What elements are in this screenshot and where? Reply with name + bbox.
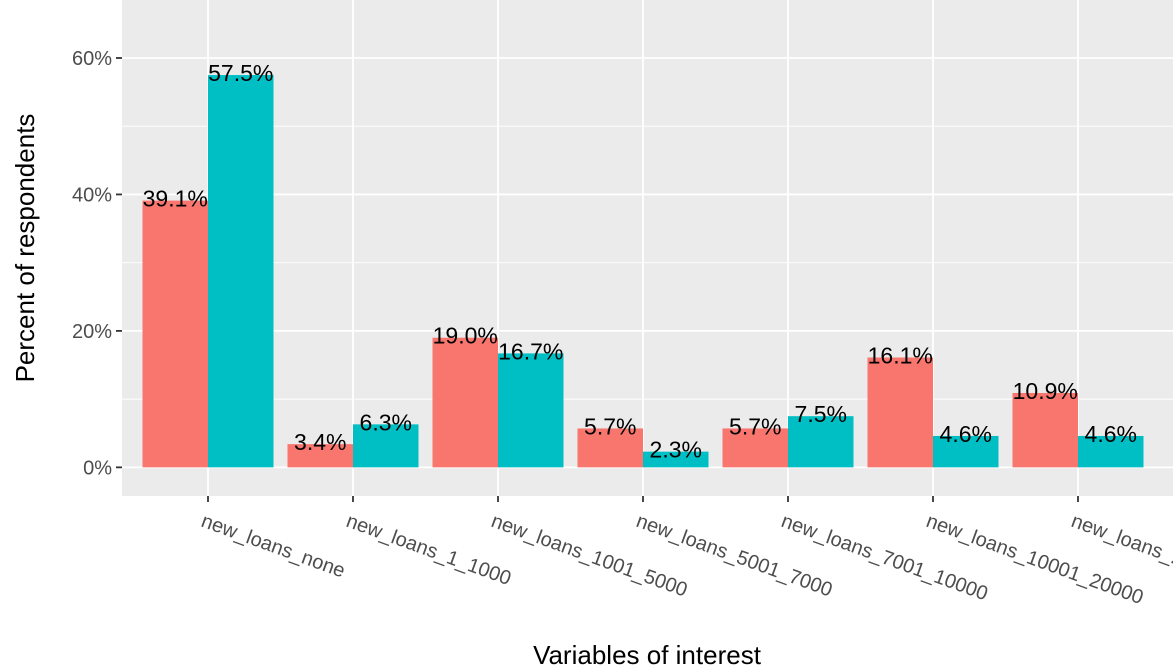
data-label: 2.3%	[650, 437, 702, 463]
bar	[1078, 435, 1144, 468]
bar	[933, 435, 999, 468]
x-axis: new_loans_nonenew_loans_1_1000new_loans_…	[198, 496, 1173, 609]
y-tick-label: 60%	[72, 48, 112, 70]
bar	[788, 416, 854, 468]
data-label: 5.7%	[729, 413, 781, 439]
data-label: 57.5%	[208, 60, 273, 86]
bars	[142, 75, 1144, 468]
data-label: 6.3%	[360, 409, 412, 435]
y-tick-label: 40%	[72, 184, 112, 206]
plot-panel	[122, 0, 1173, 496]
y-axis-title: Percent of respondents	[10, 114, 40, 383]
data-label: 16.7%	[498, 338, 563, 364]
bar	[1012, 392, 1078, 468]
data-label: 39.1%	[143, 186, 208, 212]
bar	[722, 428, 788, 468]
bar	[142, 200, 208, 468]
bar	[287, 444, 353, 468]
bar	[432, 337, 498, 468]
y-tick-label: 0%	[83, 457, 112, 479]
y-axis: 0% 20% 40% 60%	[72, 48, 122, 479]
bar	[208, 75, 274, 468]
data-label: 4.6%	[940, 421, 992, 447]
data-labels: 39.1% 3.4% 19.0% 5.7% 5.7% 16.1% 10.9% 57.5% 6.3…	[143, 60, 1137, 463]
bar	[577, 428, 643, 468]
bar	[498, 353, 564, 468]
data-label: 19.0%	[433, 323, 498, 349]
x-tick-label: new_loans_none	[198, 510, 348, 582]
data-label: 16.1%	[868, 343, 933, 369]
data-label: 4.6%	[1085, 421, 1137, 447]
x-axis-title: Variables of interest	[533, 640, 762, 670]
y-tick-label: 20%	[72, 321, 112, 343]
minor-gridlines	[122, 125, 1173, 400]
data-label: 5.7%	[584, 413, 636, 439]
data-label: 7.5%	[795, 401, 847, 427]
x-tick-label: new_loans_1_1000	[343, 510, 514, 590]
bar	[643, 451, 709, 468]
data-label: 3.4%	[294, 429, 346, 455]
data-label: 10.9%	[1013, 378, 1078, 404]
bar	[867, 357, 933, 468]
bar	[353, 424, 419, 468]
